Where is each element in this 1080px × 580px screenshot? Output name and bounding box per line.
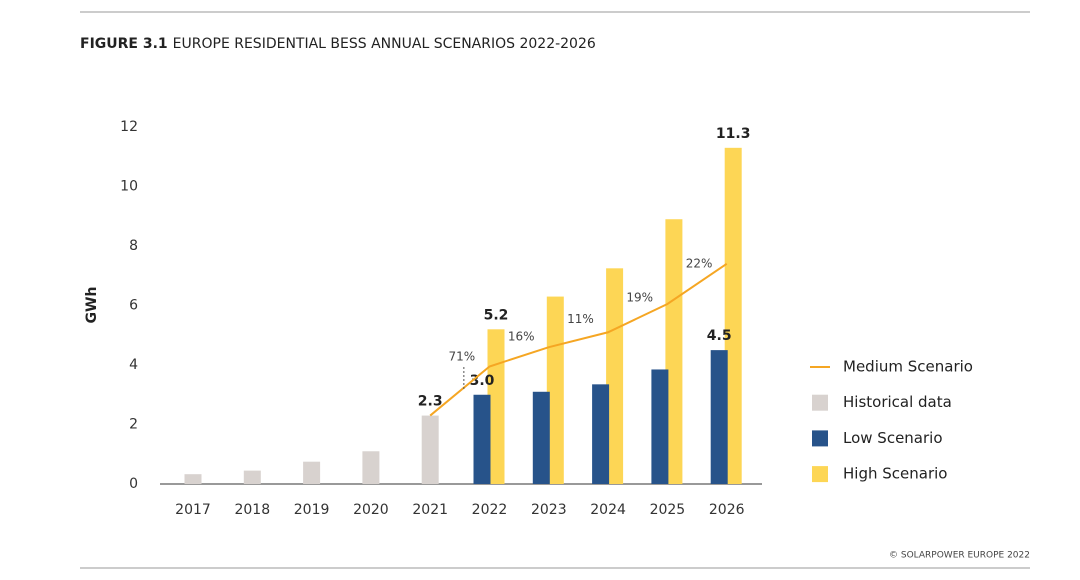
chart-title: FIGURE 3.1 EUROPE RESIDENTIAL BESS ANNUAL… xyxy=(80,36,596,52)
bar xyxy=(473,394,491,484)
bar xyxy=(592,384,610,484)
x-tick-label: 2017 xyxy=(175,502,211,518)
annotation: 71% xyxy=(449,350,476,364)
annotation: 19% xyxy=(626,291,653,305)
value-label: 5.2 xyxy=(484,307,509,323)
source: © SOLARPOWER EUROPE 2022 xyxy=(889,551,1030,561)
y-tick-label: 8 xyxy=(129,238,138,254)
x-tick-label: 2022 xyxy=(472,502,508,518)
title-text: EUROPE RESIDENTIAL BESS ANNUAL SCENARIOS… xyxy=(173,36,596,52)
legend-swatch xyxy=(812,430,828,447)
bar xyxy=(243,470,261,484)
bar xyxy=(362,451,380,484)
x-tick-label: 2025 xyxy=(650,502,686,518)
annotation: 16% xyxy=(508,329,535,343)
legend-label: Historical data xyxy=(843,393,952,411)
bar xyxy=(421,415,439,484)
y-tick-label: 10 xyxy=(120,179,138,195)
x-tick-label: 2019 xyxy=(294,502,330,518)
bar xyxy=(651,369,669,484)
x-tick-label: 2023 xyxy=(531,502,567,518)
x-tick-label: 2021 xyxy=(412,502,448,518)
y-tick-label: 4 xyxy=(129,357,138,373)
legend-label: Medium Scenario xyxy=(843,358,973,376)
bar xyxy=(184,474,202,484)
y-tick-label: 12 xyxy=(120,119,138,135)
line xyxy=(429,263,728,417)
y-tick-label: 0 xyxy=(129,476,138,492)
value-label: 2.3 xyxy=(418,394,443,410)
annotation: 11% xyxy=(567,312,594,326)
y-tick-label: 2 xyxy=(129,417,138,433)
bar xyxy=(724,147,742,484)
title-prefix: FIGURE 3.1 xyxy=(80,36,168,52)
x-tick-label: 2018 xyxy=(234,502,270,518)
y-axis-label: GWh xyxy=(84,287,100,324)
legend-swatch xyxy=(812,466,828,483)
bar xyxy=(532,391,550,484)
x-tick-label: 2024 xyxy=(590,502,626,518)
value-label: 11.3 xyxy=(716,126,751,142)
bar xyxy=(606,268,624,484)
y-tick-label: 6 xyxy=(129,298,138,314)
legend-label: High Scenario xyxy=(843,465,947,483)
bar xyxy=(487,329,505,484)
x-tick-label: 2026 xyxy=(709,502,745,518)
annotation: 22% xyxy=(686,256,713,270)
legend-label: Low Scenario xyxy=(843,429,943,447)
value-label: 4.5 xyxy=(707,328,732,344)
bar xyxy=(710,350,728,484)
bar xyxy=(303,461,321,484)
bar xyxy=(665,219,683,484)
legend-swatch xyxy=(812,394,828,411)
x-tick-label: 2020 xyxy=(353,502,389,518)
